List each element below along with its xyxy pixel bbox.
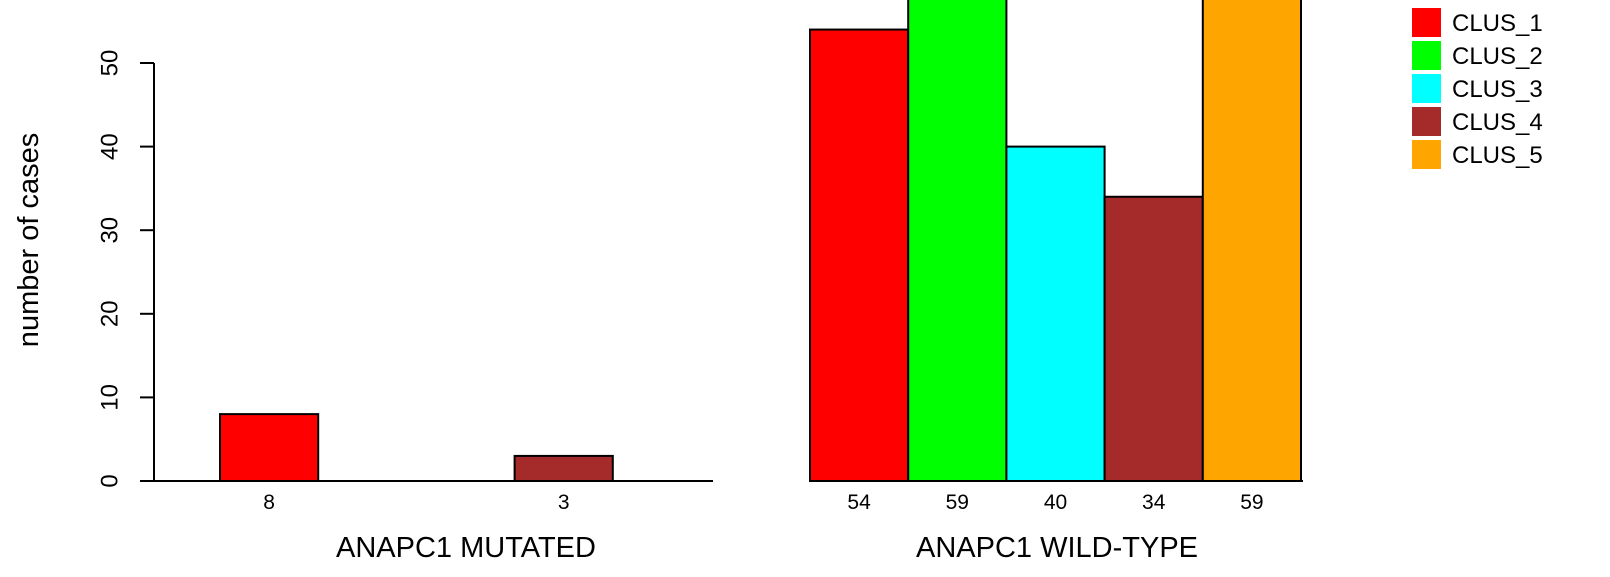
legend-label: CLUS_3: [1452, 76, 1543, 103]
legend-swatch: [1412, 8, 1441, 37]
y-tick-label: 40: [97, 133, 124, 160]
y-axis: 0 10 20 30 40 50: [97, 50, 155, 488]
legend-label: CLUS_4: [1452, 109, 1543, 136]
bar-value-label: 59: [1240, 491, 1263, 514]
bar-value-label: 59: [946, 491, 969, 514]
bar-value-label: 40: [1044, 491, 1067, 514]
bars: 8 3 ANAPC1 MUTATED 54 59 40 34 59 ANAPC1 WILD-TY…: [154, 0, 1303, 564]
legend-swatch: [1412, 140, 1441, 169]
bar-value-label: 34: [1142, 491, 1166, 514]
bar-value-label: 3: [558, 491, 570, 514]
bar-value-label: 8: [263, 491, 275, 514]
legend-label: CLUS_2: [1452, 43, 1543, 70]
bar: [1103, 195, 1204, 482]
y-tick-label: 30: [97, 217, 124, 244]
bar: [907, 0, 1008, 482]
legend-swatch: [1412, 41, 1441, 70]
y-tick-label: 50: [97, 50, 124, 77]
bar-value-label: 54: [847, 491, 871, 514]
bar: [219, 413, 320, 482]
y-tick-label: 0: [97, 474, 124, 487]
legend-label: CLUS_1: [1452, 10, 1543, 37]
legend-swatch: [1412, 107, 1441, 136]
bar: [809, 28, 910, 483]
group-label: ANAPC1 WILD-TYPE: [916, 532, 1198, 564]
legend: CLUS_1 CLUS_2 CLUS_3 CLUS_4 CLUS_5: [1412, 8, 1543, 169]
legend-swatch: [1412, 74, 1441, 103]
y-axis-title: number of cases: [13, 133, 45, 347]
y-tick-label: 10: [97, 384, 124, 411]
bar: [513, 454, 614, 483]
y-tick-label: 20: [97, 300, 124, 327]
bar: [1005, 145, 1106, 482]
group-label: ANAPC1 MUTATED: [336, 532, 596, 564]
legend-label: CLUS_5: [1452, 142, 1543, 169]
bar: [1201, 0, 1303, 482]
